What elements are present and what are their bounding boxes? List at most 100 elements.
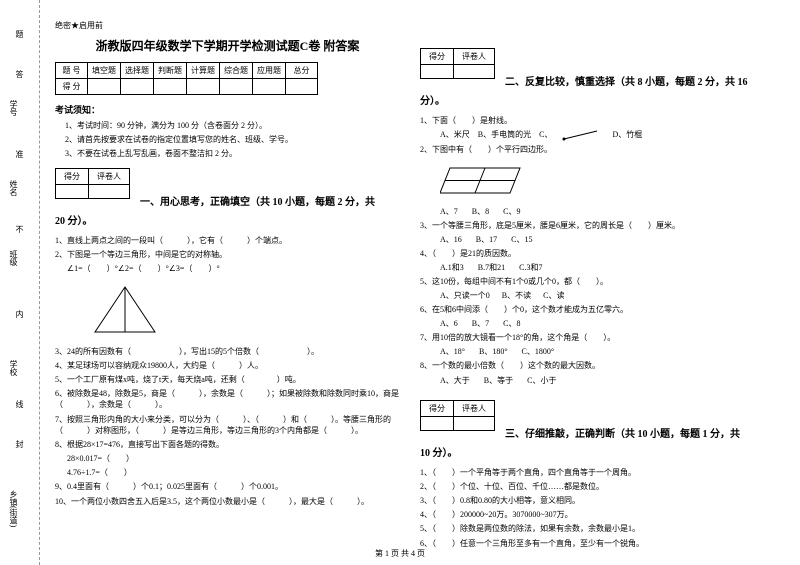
section-cont: 10 分）。 [420,444,770,459]
section-title: 一、用心思考，正确填空（共 10 小题，每题 2 分，共 [140,197,375,208]
options: A、米尺 B、手电筒的光 C、 D、竹棍 [420,129,770,141]
table-cell: 得 分 [56,79,88,95]
options: A、只读一个0 B、不读 C、读 [420,290,770,301]
binding-label: 答 [14,70,25,78]
table-cell [253,79,286,95]
question: 8、根据28×17=476，直接写出下面各题的得数。 [55,439,400,450]
question: 6、被除数是48，除数是5，商是（ ），余数是（ ）；如果被除数和除数同时乘10… [55,388,400,410]
question-sub: ∠1=（ ）°∠2=（ ）°∠3=（ ）° [55,263,400,274]
option: A、6 [440,319,458,328]
table-cell: 判断题 [154,63,187,79]
options: A、大于 B、等于 C、小于 [420,375,770,386]
question: 2、（ ）个位、十位、百位、千位……都是数位。 [420,481,770,492]
question: 1、下面（ ）是射线。 [420,115,770,126]
question: 3、（ ）0.8和0.80的大小相等，意义相同。 [420,495,770,506]
grader-box: 得分评卷人 [420,400,495,431]
question: 3、24的所有因数有（ ），写出15的5个倍数（ ）。 [55,346,400,357]
question: 2、下图是一个等边三角形，中间是它的对称轴。 [55,249,400,260]
box-cell: 评卷人 [454,400,495,416]
triangle-diagram [85,282,165,337]
question: 5、（ ）除数是两位数的除法，如果有余数，余数最小是1。 [420,523,770,534]
options: A、6 B、7 C、8 [420,318,770,329]
option: C、小于 [527,376,556,385]
option: B、180° [479,347,508,356]
box-cell [421,65,454,79]
option: C、9 [503,207,520,216]
question: 5、这10份，每组中间不有1个0或几个0，都（ ）。 [420,276,770,287]
section-cont: 20 分）。 [55,212,400,227]
binding-label: 姓名 [8,180,19,196]
box-cell: 评卷人 [89,169,130,185]
option: A、米尺 [440,130,470,139]
table-cell [220,79,253,95]
grader-box: 得分评卷人 [55,168,130,199]
option: C、1800° [522,347,555,356]
table-cell: 综合题 [220,63,253,79]
question: 4、（ ）200000~20万。3070000~307万。 [420,509,770,520]
ray-icon [562,129,602,141]
notice-item: 3、不要在试卷上乱写乱画，卷面不整洁扣 2 分。 [55,148,400,159]
box-cell: 得分 [421,400,454,416]
grader-box: 得分评卷人 [420,48,495,79]
binding-label: 乡镇(街道) [8,490,19,527]
question: 1、直线上两点之间的一段叫（ ），它有（ ）个端点。 [55,235,400,246]
table-cell: 总分 [286,63,318,79]
table-cell [154,79,187,95]
options: A、18° B、180° C、1800° [420,346,770,357]
question-sub: 4.76÷1.7=（ ） [55,467,400,478]
table-cell [121,79,154,95]
question: 7、用10倍的放大镜看一个18°的角，这个角是（ ）。 [420,332,770,343]
question: 1、（ ）一个平角等于两个直角，四个直角等于一个周角。 [420,467,770,478]
question: 6、（ ）任意一个三角形至多有一个直角，至少有一个锐角。 [420,538,770,549]
option: B、等于 [484,376,513,385]
box-cell [454,416,495,430]
section-cont: 分）。 [420,92,770,107]
exam-title: 浙教版四年级数学下学期开学检测试题C卷 附答案 [55,37,400,54]
option: B、不读 [502,291,531,300]
question: 7、按照三角形内角的大小来分类，可以分为（ ）、（ ）和（ ）。等腰三角形的（ … [55,414,400,436]
question: 5、一个工厂原有煤x吨，烧了t天，每天烧a吨，还剩（ ）吨。 [55,374,400,385]
option: C、 [539,130,552,139]
option: A、7 [440,207,458,216]
option: B、手电筒的光 [478,130,531,139]
option: A、大于 [440,376,470,385]
notice-title: 考试须知： [55,103,400,116]
box-cell [454,65,495,79]
option: A、只读一个0 [440,291,490,300]
secret-label: 绝密★启用前 [55,20,400,31]
binding-label: 学号 [8,100,19,116]
option: A、18° [440,347,465,356]
question: 9、0.4里面有（ ）个0.1；0.025里面有（ ）个0.001。 [55,481,400,492]
section-title: 三、仔细推敲，正确判断（共 10 小题，每题 1 分，共 [505,429,740,440]
question: 8、一个数的最小倍数（ ）这个数的最大因数。 [420,360,770,371]
binding-label: 班级 [8,250,19,266]
table-cell [187,79,220,95]
option: B、17 [476,235,497,244]
option: A、16 [440,235,462,244]
table-cell: 计算题 [187,63,220,79]
question-sub: 28×0.017=（ ） [55,453,400,464]
option: C、8 [503,319,520,328]
option: A.1和3 [440,263,464,272]
table-cell [88,79,121,95]
binding-label: 内 [14,310,25,318]
option: B、8 [472,207,489,216]
page-footer: 第 1 页 共 4 页 [375,548,425,559]
table-cell: 题 号 [56,63,88,79]
binding-label: 不 [14,225,25,233]
notice-item: 2、请首先按要求在试卷的指定位置填写您的姓名、班级、学号。 [55,134,400,145]
section-title: 二、反复比较，慎重选择（共 8 小题，每题 2 分，共 16 [505,77,748,88]
parallelogram-diagram [440,163,530,198]
binding-label: 题 [14,30,25,38]
box-cell [56,185,89,199]
options: A、7 B、8 C、9 [420,206,770,217]
box-cell: 得分 [421,49,454,65]
table-cell: 应用题 [253,63,286,79]
right-column: 得分评卷人 二、反复比较，慎重选择（共 8 小题，每题 2 分，共 16 分）。… [410,0,780,565]
question: 6、在5和6中间添（ ）个0，这个数才能成为五亿零六。 [420,304,770,315]
option: D、竹棍 [612,130,642,139]
options: A.1和3 B.7和21 C.3和7 [420,262,770,273]
box-cell [421,416,454,430]
question: 2、下图中有（ ）个平行四边形。 [420,144,770,155]
binding-label: 准 [14,150,25,158]
